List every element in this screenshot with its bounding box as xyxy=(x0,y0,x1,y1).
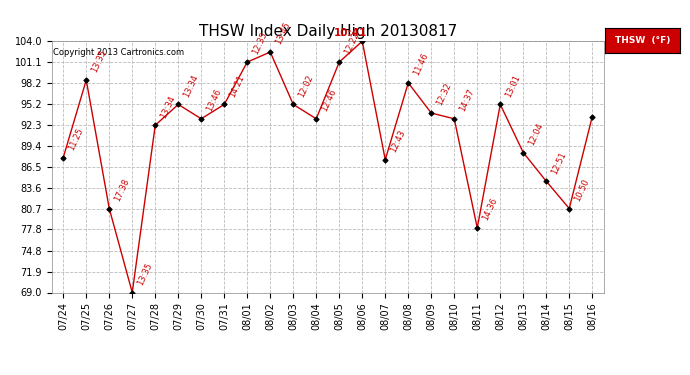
Text: 11:46: 11:46 xyxy=(412,52,430,77)
Point xyxy=(172,101,184,107)
Point xyxy=(104,206,115,212)
Point xyxy=(448,116,460,122)
Text: 10:50: 10:50 xyxy=(573,177,591,203)
Point xyxy=(58,154,69,160)
Text: 12:35: 12:35 xyxy=(250,31,269,56)
Text: 12:22: 12:22 xyxy=(343,31,361,56)
Text: 12:02: 12:02 xyxy=(297,74,315,99)
Text: 14:21: 14:21 xyxy=(228,74,246,99)
Point xyxy=(380,157,391,163)
Text: 12:32: 12:32 xyxy=(435,82,453,107)
Text: 11:25: 11:25 xyxy=(67,126,85,152)
Point xyxy=(310,116,322,122)
Text: 14:36: 14:36 xyxy=(481,196,499,222)
Text: 17:38: 17:38 xyxy=(112,177,131,203)
Point xyxy=(150,122,161,128)
Text: 13:45: 13:45 xyxy=(274,21,292,46)
Text: THSW  (°F): THSW (°F) xyxy=(615,36,670,45)
Point xyxy=(426,110,437,116)
Text: 13:34: 13:34 xyxy=(181,73,200,99)
Text: 12:46: 12:46 xyxy=(319,88,338,113)
Point xyxy=(472,225,483,231)
Point xyxy=(495,101,506,107)
Point xyxy=(334,59,345,65)
Point xyxy=(357,38,368,44)
Text: 14:37: 14:37 xyxy=(457,87,476,113)
Point xyxy=(219,101,230,107)
Point xyxy=(541,178,552,184)
Point xyxy=(265,49,276,55)
Point xyxy=(288,101,299,107)
Point xyxy=(81,77,92,83)
Point xyxy=(403,80,414,86)
Text: 13:01: 13:01 xyxy=(504,73,522,99)
Text: Copyright 2013 Cartronics.com: Copyright 2013 Cartronics.com xyxy=(53,48,184,57)
Point xyxy=(586,114,598,120)
Point xyxy=(564,206,575,212)
Point xyxy=(518,150,529,156)
Text: 13:35: 13:35 xyxy=(136,261,154,287)
Text: 13:35: 13:35 xyxy=(90,49,108,74)
Title: THSW Index Daily High 20130817: THSW Index Daily High 20130817 xyxy=(199,24,457,39)
Text: 12:43: 12:43 xyxy=(388,129,407,154)
Text: 13:34: 13:34 xyxy=(159,94,177,120)
Text: 12:04: 12:04 xyxy=(526,122,545,147)
Point xyxy=(127,290,138,296)
Text: 13:46: 13:46 xyxy=(205,87,223,113)
Text: 10:41: 10:41 xyxy=(334,28,367,38)
Point xyxy=(196,116,207,122)
Text: 12:51: 12:51 xyxy=(550,150,568,176)
Point xyxy=(241,59,253,65)
